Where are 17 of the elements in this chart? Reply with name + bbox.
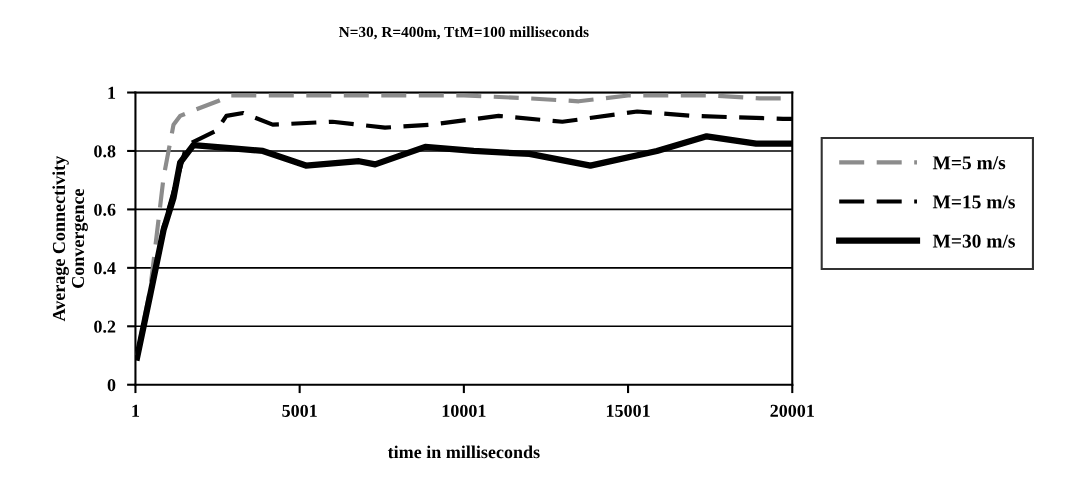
x-tick-label: 5001	[282, 404, 317, 417]
chart-title: N=30, R=400m, TtM=100 milliseconds	[338, 26, 589, 40]
x-axis-title: time in milliseconds	[387, 445, 540, 459]
y-tick-label: 0.4	[94, 262, 116, 275]
y-tick-label: 0.2	[94, 320, 116, 333]
y-tick-label: 1	[108, 86, 116, 99]
y-tick-label: 0	[107, 378, 116, 392]
legend-label: M=5 m/s	[932, 156, 1006, 170]
legend-label: M=15 m/s	[932, 195, 1015, 209]
x-tick-label: 20001	[770, 404, 814, 417]
x-tick-label: 15001	[606, 404, 650, 417]
x-tick-label: 1	[132, 404, 140, 417]
x-tick-label: 10001	[442, 404, 486, 417]
legend-label: M=30 m/s	[932, 234, 1015, 248]
y-tick-label: 0.8	[94, 145, 116, 158]
y-axis-title: Average Connectivity Convergence	[52, 155, 88, 322]
y-tick-label: 0.6	[94, 203, 116, 216]
